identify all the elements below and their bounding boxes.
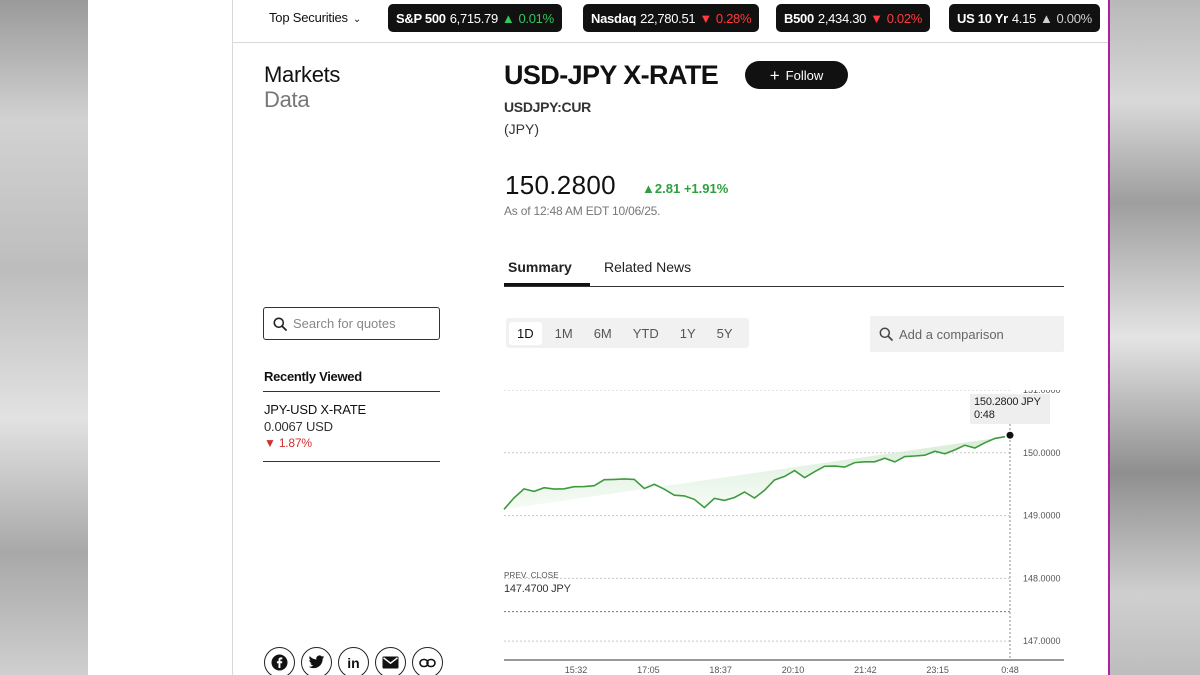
chevron-down-icon: ⌄: [352, 14, 362, 25]
last-price-marker: [1006, 431, 1014, 439]
prev-close-value: 147.4700 JPY: [504, 583, 571, 595]
ticker-value: 4.15: [1011, 10, 1036, 26]
tab-summary[interactable]: Summary: [508, 259, 572, 275]
up-arrow-icon: ▲: [501, 10, 515, 26]
change-pct: +1.91%: [683, 181, 729, 196]
up-arrow-icon: ▲: [642, 181, 655, 196]
search-icon: [879, 327, 893, 341]
divider: [263, 391, 440, 392]
left-backdrop: [0, 0, 88, 675]
tab-related-news[interactable]: Related News: [604, 259, 692, 275]
range-1d[interactable]: 1D: [509, 321, 542, 345]
ticker-value: 2,434.30: [817, 10, 867, 26]
chart-area: [504, 436, 1005, 510]
x-tick-label: 21:42: [854, 665, 877, 675]
chart-line: [503, 435, 1006, 510]
frame-edge: [1108, 0, 1110, 675]
recently-viewed-title: Recently Viewed: [264, 369, 362, 384]
email-icon[interactable]: [375, 647, 406, 675]
search-input[interactable]: [293, 316, 433, 331]
x-tick-label: 18:37: [709, 665, 732, 675]
tooltip-price: 150.2800 JPY: [974, 396, 1041, 408]
top-securities-label: Top Securities: [269, 10, 348, 25]
ticker-value: 6,715.79: [449, 10, 499, 26]
security-name: USD-JPY X-RATE: [504, 60, 719, 90]
active-tab-indicator: [504, 283, 590, 286]
quote-search[interactable]: [263, 307, 440, 340]
x-tick-label: 17:05: [637, 665, 660, 675]
recent-name: JPY-USD X-RATE: [264, 402, 366, 417]
y-tick-label: 149.0000: [1023, 511, 1061, 521]
ticker-name: US 10 Yr: [957, 10, 1008, 26]
top-securities-bar: Top Securities ⌄: [233, 0, 1108, 43]
ticker-name: Nasdaq: [591, 10, 637, 26]
tooltip-time: 0:48: [974, 409, 995, 421]
ticker-us10yr[interactable]: US 10 Yr 4.15 ▲ 0.00%: [949, 4, 1100, 32]
ticker-change: 0.00%: [1056, 10, 1093, 26]
ticker-b500[interactable]: B500 2,434.30 ▼ 0.02%: [776, 4, 931, 32]
recent-change-row: ▼ 1.87%: [264, 435, 366, 452]
title-line-1: Markets: [264, 62, 341, 87]
right-backdrop: [1110, 0, 1200, 675]
link-icon[interactable]: [412, 647, 443, 675]
time-range-selector: 1D 1M 6M YTD 1Y 5Y: [506, 318, 749, 348]
search-icon: [273, 317, 287, 331]
x-tick-label: 20:10: [782, 665, 805, 675]
content-border: [232, 0, 233, 675]
recent-value: 0.0067 USD: [264, 419, 333, 434]
ticker-change: 0.28%: [715, 10, 752, 26]
ticker-change: 0.02%: [886, 10, 923, 26]
prev-close-label: PREV. CLOSE: [504, 571, 559, 580]
as-of-timestamp: As of 12:48 AM EDT 10/06/25.: [504, 204, 661, 218]
ticker-symbol: USDJPY:CUR: [504, 99, 591, 115]
add-comparison[interactable]: [870, 316, 1064, 352]
currency-label: (JPY): [504, 121, 539, 137]
range-1y[interactable]: 1Y: [679, 325, 696, 341]
ticker-nasdaq[interactable]: Nasdaq 22,780.51 ▼ 0.28%: [583, 4, 760, 32]
price-chart[interactable]: 151.0000 150.0000 149.0000 148.0000 147.0000…: [500, 390, 1070, 675]
facebook-icon[interactable]: [264, 647, 295, 675]
title-line-2: Data: [264, 87, 310, 112]
divider: [263, 461, 440, 462]
y-tick-label: 151.0000: [1023, 390, 1061, 395]
y-tick-label: 150.0000: [1023, 448, 1061, 458]
x-tick-label: 23:15: [926, 665, 949, 675]
ticker-name: B500: [784, 10, 814, 26]
plus-icon: +: [769, 65, 780, 85]
ticker-change: 0.01%: [518, 10, 555, 26]
x-tick-label: 15:32: [565, 665, 588, 675]
ticker-value: 22,780.51: [640, 10, 696, 26]
up-arrow-icon: ▲: [1039, 10, 1053, 26]
range-ytd[interactable]: YTD: [632, 325, 659, 341]
change-abs: 2.81: [654, 181, 681, 196]
comparison-input[interactable]: [899, 326, 1059, 342]
top-securities-dropdown[interactable]: Top Securities ⌄: [269, 10, 361, 25]
content-tabs: Summary Related News: [504, 252, 1064, 287]
price-tooltip: 150.2800 JPY 0:48: [970, 394, 1050, 424]
share-buttons: in: [264, 647, 443, 675]
follow-label: Follow: [785, 67, 824, 83]
recent-change: 1.87%: [278, 436, 312, 450]
range-6m[interactable]: 6M: [593, 325, 612, 341]
range-1m[interactable]: 1M: [554, 325, 573, 341]
range-5y[interactable]: 5Y: [716, 325, 733, 341]
down-arrow-icon: ▼: [699, 10, 712, 26]
y-tick-label: 148.0000: [1023, 573, 1061, 583]
y-tick-label: 147.0000: [1023, 636, 1061, 646]
twitter-icon[interactable]: [301, 647, 332, 675]
down-arrow-icon: ▼: [870, 10, 883, 26]
follow-button[interactable]: + Follow: [745, 61, 848, 89]
price-change: ▲2.81 +1.91%: [642, 181, 728, 196]
ticker-sp500[interactable]: S&P 500 6,715.79 ▲ 0.01%: [388, 4, 562, 32]
markets-data-title[interactable]: Markets Data: [264, 62, 340, 112]
ticker-name: S&P 500: [396, 10, 446, 26]
x-tick-label: 0:48: [1001, 665, 1019, 675]
current-price: 150.2800: [505, 170, 616, 200]
linkedin-icon[interactable]: in: [338, 647, 369, 675]
recently-viewed-item[interactable]: JPY-USD X-RATE 0.0067 USD ▼ 1.87%: [264, 401, 366, 452]
down-arrow-icon: ▼: [264, 436, 276, 450]
